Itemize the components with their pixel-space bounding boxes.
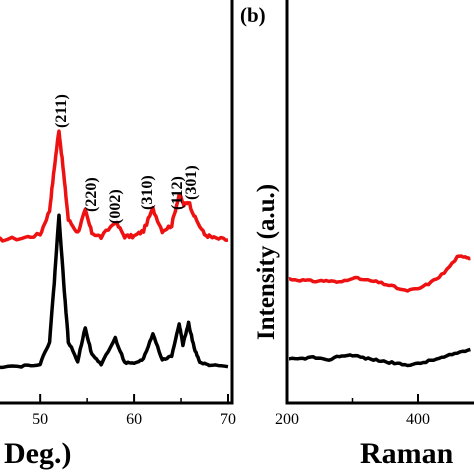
x-tick-label-a: 60 <box>126 411 142 428</box>
axes-layer <box>0 0 474 405</box>
x-tick-label-b: 400 <box>406 411 430 428</box>
series-line-a-1 <box>0 213 229 370</box>
peak-annotation: (220) <box>83 177 100 212</box>
peak-annotation: (002) <box>107 189 124 224</box>
peak-annotation: (211) <box>53 94 70 128</box>
series-line-a-0 <box>0 129 229 243</box>
series-line-b-1 <box>287 347 471 368</box>
x-tick-label-a: 50 <box>32 411 48 428</box>
peak-annotation: (301) <box>183 165 200 200</box>
peak-annotation: (310) <box>139 175 156 210</box>
x-axis-title-b: Raman <box>360 437 454 470</box>
peak-annotation: (112) <box>169 176 186 210</box>
text-layer: 50 60 70 Deg.) (211) (220) (002) (310) (112)(301… <box>4 3 454 470</box>
x-axis-a <box>0 0 234 405</box>
x-axis-title-a: Deg.) <box>4 437 71 470</box>
series-line-b-0 <box>287 254 471 293</box>
x-tick-label-a: 70 <box>220 411 236 428</box>
panel-label-b: (b) <box>240 3 266 27</box>
y-axis-title-b: Intensity (a.u.) <box>253 184 280 340</box>
series-layer <box>0 129 471 370</box>
axes-frame-b <box>285 0 474 405</box>
x-tick-label-b: 200 <box>275 411 299 428</box>
